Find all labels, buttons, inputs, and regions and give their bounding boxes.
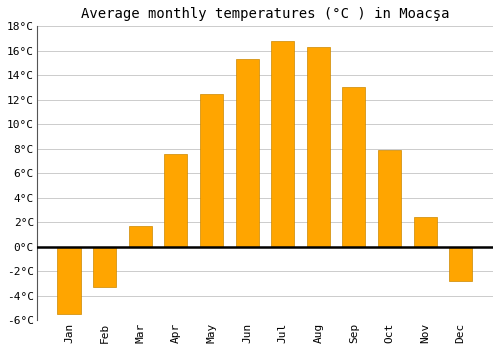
Bar — [271, 41, 294, 247]
Title: Average monthly temperatures (°C ) in Moacşa: Average monthly temperatures (°C ) in Mo… — [80, 7, 449, 21]
Bar — [93, 247, 116, 287]
Bar — [200, 93, 223, 247]
Bar — [236, 59, 258, 247]
Bar — [306, 47, 330, 247]
Bar — [378, 150, 401, 247]
Bar — [342, 88, 365, 247]
Bar — [414, 217, 436, 247]
Bar — [128, 226, 152, 247]
Bar — [449, 247, 472, 281]
Bar — [58, 247, 80, 314]
Bar — [164, 154, 188, 247]
